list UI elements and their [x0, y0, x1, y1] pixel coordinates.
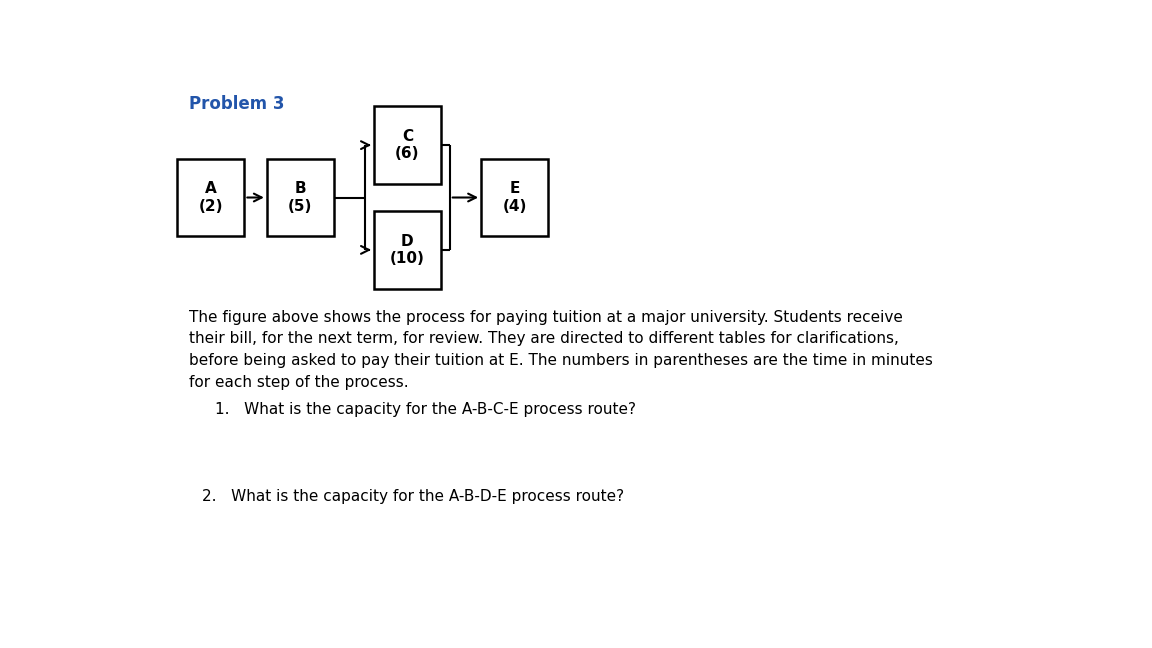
FancyBboxPatch shape: [177, 159, 244, 236]
FancyBboxPatch shape: [374, 211, 441, 288]
Text: 2.   What is the capacity for the A-B-D-E process route?: 2. What is the capacity for the A-B-D-E …: [202, 489, 624, 504]
Text: Problem 3: Problem 3: [189, 95, 285, 113]
Text: The figure above shows the process for paying tuition at a major university. Stu: The figure above shows the process for p…: [189, 310, 932, 389]
FancyBboxPatch shape: [482, 159, 548, 236]
FancyBboxPatch shape: [267, 159, 334, 236]
FancyBboxPatch shape: [374, 106, 441, 184]
Text: B
(5): B (5): [288, 181, 312, 214]
Text: A
(2): A (2): [198, 181, 223, 214]
Text: C
(6): C (6): [395, 129, 419, 161]
Text: 1.   What is the capacity for the A-B-C-E process route?: 1. What is the capacity for the A-B-C-E …: [215, 402, 636, 417]
Text: E
(4): E (4): [502, 181, 526, 214]
Text: D
(10): D (10): [389, 234, 425, 266]
